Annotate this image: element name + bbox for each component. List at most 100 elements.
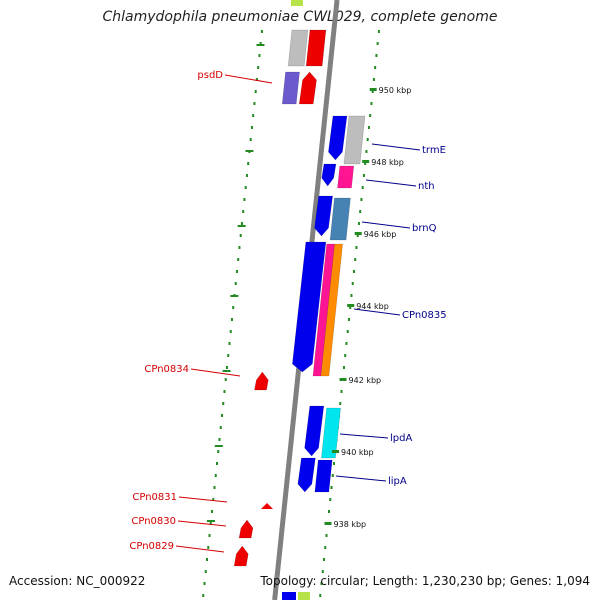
- scale-tick-label: 944 kbp: [356, 302, 389, 311]
- gene-label-CPn0835: CPn0835: [402, 310, 447, 321]
- ring-dot: [253, 102, 256, 105]
- gene-label-line: [175, 545, 225, 553]
- ring-dot: [224, 378, 227, 381]
- ring-dot: [342, 366, 345, 369]
- ring-dash: [222, 370, 231, 372]
- ring-dot: [203, 582, 206, 585]
- gene-label-brnQ: brnQ: [412, 223, 437, 234]
- ring-dot: [365, 150, 368, 153]
- ring-dot: [254, 90, 257, 93]
- ring-dot: [349, 306, 352, 309]
- ring-dot: [323, 558, 326, 561]
- ring-dot: [354, 258, 357, 261]
- scale-tick: [324, 522, 332, 525]
- gene-segment-blue: [314, 195, 333, 237]
- accession-text: Accession: NC_000922: [9, 574, 146, 588]
- ring-dot: [359, 210, 362, 213]
- scale-tick-label: 938 kbp: [334, 520, 367, 529]
- ring-dot: [375, 54, 378, 57]
- gene-label-nth: nth: [418, 181, 435, 192]
- gene-segment-lipA: [314, 459, 333, 493]
- scale-tick-label: 950 kbp: [379, 86, 412, 95]
- gene-label-CPn0830: CPn0830: [131, 516, 176, 527]
- ring-dot: [346, 330, 349, 333]
- gene-segment-nth: [337, 165, 355, 189]
- scale-tick: [339, 378, 347, 381]
- ring-dash: [214, 445, 223, 447]
- gene-label-trmE: trmE: [422, 145, 446, 156]
- gene-segment-blue: [321, 163, 337, 187]
- ring-dot: [222, 402, 225, 405]
- gene-label-lipA: lipA: [388, 476, 407, 487]
- ring-dot: [234, 282, 237, 285]
- gene-segment-CPn0830: [238, 519, 254, 539]
- ring-dot: [332, 462, 335, 465]
- ring-dot: [325, 534, 328, 537]
- ring-dot: [372, 78, 375, 81]
- ring-dot: [212, 498, 215, 501]
- ring-dot: [339, 402, 342, 405]
- ring-dot: [352, 270, 355, 273]
- ring-dot: [320, 582, 323, 585]
- gene-label-line: [361, 221, 411, 229]
- ring-dot: [347, 318, 350, 321]
- ring-dot: [377, 30, 380, 33]
- ring-dot: [370, 102, 373, 105]
- gene-segment-lpdA: [321, 407, 341, 459]
- ring-dot: [351, 282, 354, 285]
- ring-dot: [374, 66, 377, 69]
- ring-dot: [344, 354, 347, 357]
- scale-tick: [332, 450, 340, 453]
- ring-dot: [369, 114, 372, 117]
- scale-tick-label: 946 kbp: [364, 230, 397, 239]
- ring-dot: [259, 42, 262, 45]
- gene-segment-blue: [292, 241, 327, 373]
- ring-dot: [245, 174, 248, 177]
- ring-dot: [350, 294, 353, 297]
- gene-label-line: [353, 308, 401, 316]
- ring-dot: [202, 594, 205, 597]
- ring-dot: [238, 246, 241, 249]
- ring-dot: [220, 414, 223, 417]
- ring-dot: [228, 342, 231, 345]
- gene-segment-bottom: [298, 592, 310, 600]
- gene-label-line: [371, 143, 421, 151]
- ring-dot: [213, 486, 216, 489]
- gene-segment-top: [291, 0, 303, 6]
- ring-dot: [215, 462, 218, 465]
- gene-label-line: [177, 520, 227, 527]
- ring-dot: [237, 258, 240, 261]
- ring-dot: [255, 78, 258, 81]
- ring-dot: [257, 66, 260, 69]
- ring-dot: [223, 390, 226, 393]
- ring-dot: [319, 594, 322, 597]
- ring-dot: [331, 474, 334, 477]
- ring-dot: [328, 510, 330, 513]
- ring-dot: [247, 162, 250, 165]
- gene-label-lpdA: lpdA: [390, 433, 412, 444]
- ring-dot: [330, 486, 333, 489]
- gene-segment-blue: [304, 405, 325, 457]
- ring-dot: [230, 318, 233, 321]
- gene-label-line: [224, 74, 273, 84]
- ring-dot: [232, 306, 235, 309]
- ring-dot: [242, 210, 245, 213]
- ring-dot: [235, 270, 238, 273]
- gene-label-line: [365, 179, 417, 187]
- ring-dot: [204, 570, 207, 573]
- gene-label-psdD: psdD: [197, 70, 223, 81]
- gene-segment-CPn0835: [320, 243, 343, 377]
- gene-segment-red: [305, 29, 327, 67]
- scale-tick: [347, 304, 355, 307]
- ring-dot: [364, 162, 367, 165]
- ring-dot: [355, 246, 358, 249]
- ring-dot: [357, 222, 360, 225]
- gene-segment-CPn0829: [233, 545, 249, 567]
- ring-dot: [361, 186, 364, 189]
- gene-segment-brnQ: [329, 197, 351, 241]
- ring-dot: [206, 558, 209, 561]
- ring-dot: [329, 498, 332, 501]
- gene-segment-bottom: [282, 592, 296, 600]
- ring-dot: [211, 510, 213, 513]
- gene-segment-CPn0834: [254, 371, 269, 391]
